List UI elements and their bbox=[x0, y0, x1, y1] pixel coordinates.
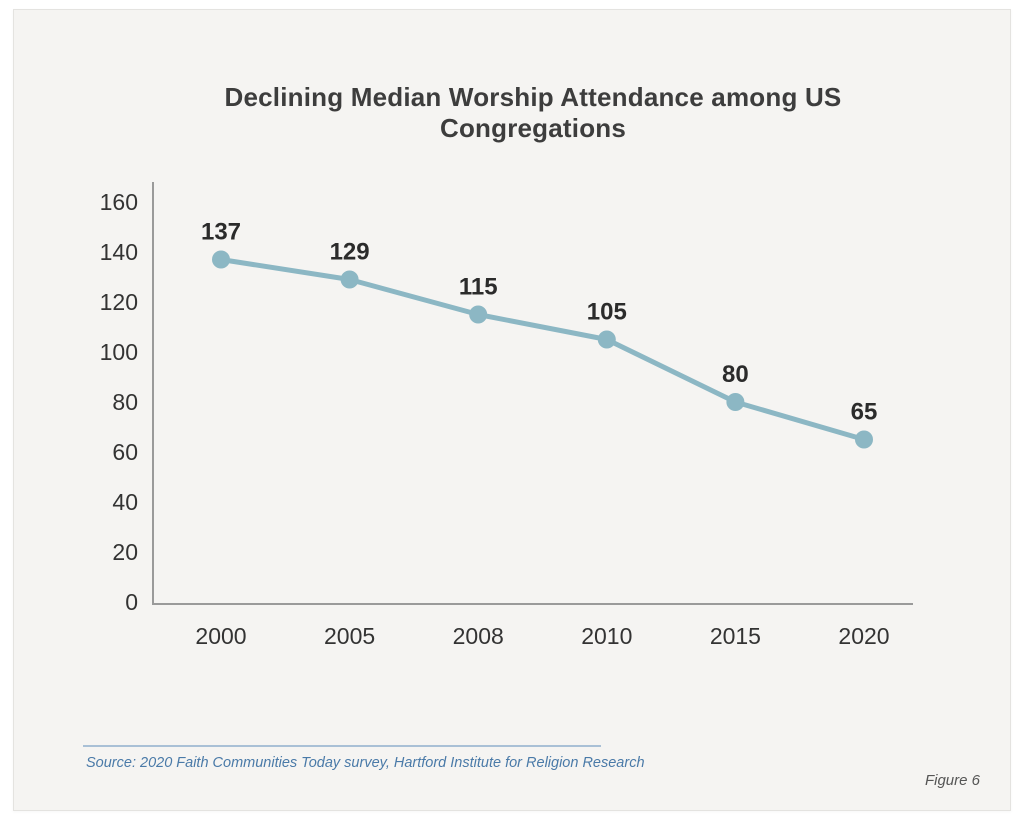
data-line bbox=[218, 257, 867, 442]
data-point-label: 65 bbox=[851, 399, 878, 426]
x-tick-label: 2020 bbox=[838, 623, 889, 649]
figure-number: Figure 6 bbox=[924, 772, 980, 789]
source-text: Source: 2020 Faith Communities Today sur… bbox=[86, 755, 645, 771]
data-point-label: 115 bbox=[459, 274, 498, 301]
y-tick-label: 0 bbox=[125, 589, 138, 615]
data-point-label: 137 bbox=[201, 219, 241, 246]
y-tick-label: 40 bbox=[112, 489, 138, 515]
data-point bbox=[726, 393, 745, 411]
axis-lines bbox=[152, 182, 913, 605]
x-tick-label: 2010 bbox=[581, 623, 632, 649]
x-tick-label: 2000 bbox=[195, 623, 246, 649]
data-point bbox=[212, 250, 230, 269]
data-point-label: 129 bbox=[330, 239, 370, 266]
line-chart: 0 20 40 60 80 100 120 140 160 2000 2005 2008 2010 201… bbox=[100, 182, 913, 649]
y-tick-label: 20 bbox=[112, 539, 138, 565]
data-point bbox=[855, 430, 873, 449]
figure-card: Declining Median Worship Attendance amon… bbox=[13, 9, 1011, 811]
y-tick-label: 60 bbox=[112, 439, 138, 465]
x-tick-label: 2015 bbox=[710, 623, 761, 649]
x-tick-label: 2008 bbox=[453, 623, 504, 649]
data-point-label: 80 bbox=[722, 361, 749, 388]
y-tick-label: 160 bbox=[100, 189, 138, 215]
y-tick-label: 100 bbox=[100, 339, 138, 365]
y-tick-label: 140 bbox=[100, 239, 138, 265]
x-tick-label: 2005 bbox=[324, 623, 375, 649]
data-point bbox=[340, 270, 359, 289]
chart-title: Declining Median Worship Attendance amon… bbox=[224, 82, 842, 143]
y-tick-label: 80 bbox=[112, 389, 138, 415]
data-point bbox=[597, 330, 616, 349]
y-tick-label: 120 bbox=[100, 289, 138, 315]
source-divider bbox=[83, 745, 601, 747]
data-point bbox=[469, 305, 488, 324]
data-point-label: 105 bbox=[587, 299, 627, 326]
